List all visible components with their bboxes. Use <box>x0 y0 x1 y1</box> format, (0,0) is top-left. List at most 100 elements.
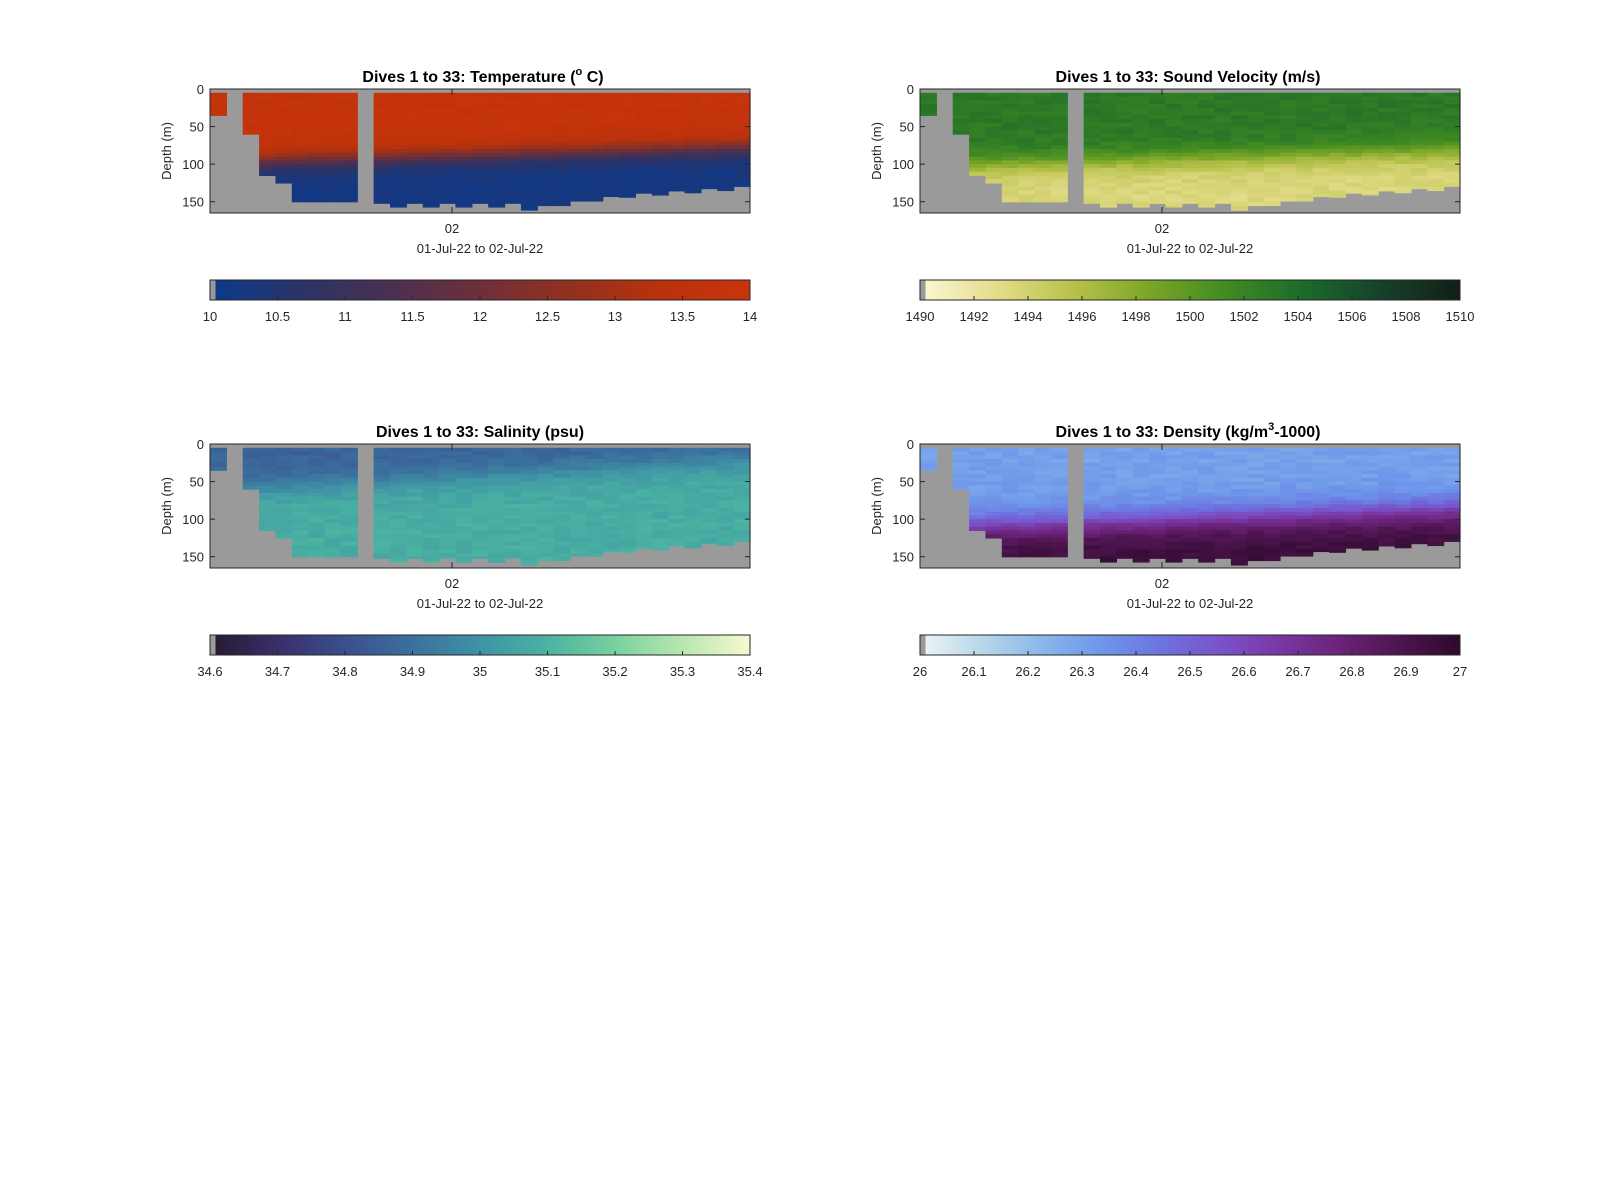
sound_velocity-cell <box>1100 171 1117 177</box>
density-cell <box>1083 474 1101 479</box>
sound_velocity-cell <box>1214 134 1232 139</box>
density-cell <box>1296 545 1314 550</box>
temperature-cell <box>717 137 735 143</box>
density-cell <box>1427 519 1445 524</box>
sound_velocity-cell <box>1410 160 1428 165</box>
sound_velocity-cell <box>1034 190 1052 195</box>
temperature-cell <box>422 205 440 208</box>
density-cell <box>1345 489 1363 494</box>
salinity-cell <box>733 466 751 471</box>
density-cell <box>985 451 1003 456</box>
density-cell <box>1427 451 1445 456</box>
density-cell <box>985 459 1003 464</box>
temperature-cell <box>635 130 653 135</box>
salinity-cell <box>373 481 391 486</box>
salinity-cell <box>488 485 506 490</box>
sound_velocity-cell <box>1214 119 1232 124</box>
sound_velocity-cell <box>1443 107 1461 113</box>
sound_velocity-cell <box>1001 119 1019 124</box>
density-cell <box>1198 534 1216 539</box>
salinity-colorbar-tick-label: 34.7 <box>265 664 290 679</box>
temperature-cell <box>324 137 342 143</box>
density-cell <box>1230 455 1248 460</box>
temperature-cell <box>471 96 489 101</box>
temperature-cell <box>602 190 620 195</box>
temperature-cell <box>570 152 587 158</box>
temperature-cell <box>668 141 686 146</box>
temperature-cell <box>602 107 620 113</box>
density-cell <box>1116 481 1134 486</box>
temperature-cell <box>602 115 620 120</box>
sound_velocity-cell <box>1214 145 1232 150</box>
temperature-cell <box>635 152 653 158</box>
sound_velocity-cell <box>1378 164 1396 169</box>
sound_velocity-cell <box>1018 122 1036 128</box>
sound_velocity-cell <box>1018 194 1036 199</box>
density-cell <box>1410 500 1428 505</box>
sound_velocity-cell <box>1247 167 1265 173</box>
sound_velocity-cell <box>1247 145 1265 150</box>
density-cell <box>1214 534 1232 539</box>
sound_velocity-cell <box>1149 160 1167 165</box>
temperature-cell <box>340 171 358 177</box>
sound_velocity-cell <box>1394 122 1412 128</box>
sound_velocity-cell <box>1034 171 1052 177</box>
sound_velocity-cell <box>1296 167 1314 173</box>
density-cell <box>1214 530 1232 535</box>
sound_velocity-cell <box>1034 141 1052 146</box>
sound_velocity-cell <box>1378 104 1396 109</box>
sound_velocity-cell <box>1132 115 1150 120</box>
sound_velocity-cell <box>1149 152 1167 158</box>
salinity-cell <box>635 522 653 528</box>
sound_velocity-dive-column <box>1345 92 1363 194</box>
salinity-cell <box>635 455 653 460</box>
salinity-cell <box>602 462 620 468</box>
temperature-cell <box>340 186 358 192</box>
salinity-cell <box>471 489 489 494</box>
temperature-cell <box>291 160 309 165</box>
temperature-cell <box>553 100 571 105</box>
temperature-cell <box>602 92 620 98</box>
temperature-cell <box>520 152 538 158</box>
sound_velocity-cell <box>1100 160 1117 165</box>
temperature-cell <box>602 160 620 165</box>
temperature-cell <box>553 186 571 192</box>
temperature-cell <box>668 156 686 161</box>
sound_velocity-cell <box>1329 96 1347 101</box>
salinity-cell <box>537 485 555 490</box>
density-cell <box>1149 519 1167 524</box>
sound_velocity-cell <box>1345 92 1363 98</box>
temperature-cell <box>684 152 702 158</box>
temperature-dive-column <box>651 92 669 196</box>
sound_velocity-cell <box>1050 137 1068 143</box>
salinity-cell <box>651 447 669 453</box>
temperature-cell <box>291 197 309 203</box>
salinity-cell <box>439 485 457 490</box>
temperature-cell <box>520 179 538 184</box>
sound_velocity-dive-column <box>1149 92 1167 204</box>
salinity-cell <box>668 477 686 483</box>
density-cell <box>1165 485 1183 490</box>
density-cell <box>952 485 970 490</box>
density-colorbar-tick-label: 26.2 <box>1015 664 1040 679</box>
sound_velocity-cell <box>1165 141 1183 146</box>
temperature-cell <box>390 96 407 101</box>
sound_velocity-cell <box>1443 171 1461 177</box>
temperature-cell <box>291 107 309 113</box>
sound_velocity-cell <box>1132 141 1150 146</box>
salinity-cell <box>373 492 391 498</box>
density-cell <box>1034 485 1052 490</box>
salinity-cell <box>390 534 407 539</box>
sound_velocity-cell <box>1230 160 1248 165</box>
sound_velocity-cell <box>1083 190 1101 195</box>
salinity-cell <box>717 515 735 520</box>
density-cell <box>1443 474 1461 479</box>
temperature-cell <box>488 182 506 188</box>
density-cell <box>1280 474 1297 479</box>
density-cell <box>1050 552 1068 558</box>
density-cell <box>985 470 1003 475</box>
sound_velocity-cell <box>1361 100 1379 105</box>
density-cell <box>1427 481 1445 486</box>
salinity-cell <box>259 462 277 468</box>
